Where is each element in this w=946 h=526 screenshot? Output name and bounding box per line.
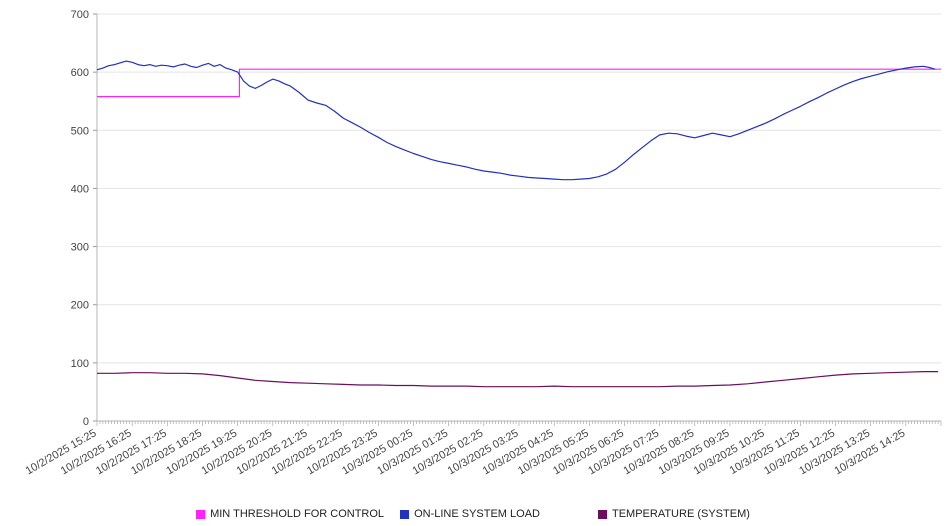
y-tick-label: 300 bbox=[71, 242, 89, 254]
legend-label-min-threshold: MIN THRESHOLD FOR CONTROL bbox=[210, 508, 385, 520]
y-tick-label: 400 bbox=[71, 183, 89, 195]
series-line-min-threshold-for-control bbox=[97, 68, 941, 98]
y-tick-label: 600 bbox=[71, 67, 89, 79]
legend-label-system-load: ON-LINE SYSTEM LOAD bbox=[414, 508, 540, 520]
legend-swatch-system-load bbox=[400, 509, 410, 519]
series-line-on-line-system-load bbox=[96, 60, 936, 181]
legend-label-temperature: TEMPERATURE (SYSTEM) bbox=[611, 508, 750, 520]
y-tick-label: 500 bbox=[71, 125, 89, 137]
chart-legend: MIN THRESHOLD FOR CONTROL ON-LINE SYSTEM… bbox=[0, 508, 946, 520]
y-tick-label: 0 bbox=[83, 416, 89, 428]
legend-item-temperature: TEMPERATURE (SYSTEM) bbox=[597, 508, 750, 520]
y-tick-label: 200 bbox=[71, 300, 89, 312]
legend-swatch-min-threshold bbox=[196, 509, 206, 519]
legend-item-system-load: ON-LINE SYSTEM LOAD bbox=[400, 508, 540, 520]
series-line-temperature-system- bbox=[97, 371, 939, 388]
legend-swatch-temperature bbox=[597, 509, 607, 519]
chart: 0 100 200 300 400 500 600 700 10/2/2025 15:25 10/… bbox=[24, 9, 942, 477]
legend-item-min-threshold: MIN THRESHOLD FOR CONTROL bbox=[196, 508, 384, 520]
y-tick-label: 100 bbox=[71, 358, 89, 370]
y-tick-label: 700 bbox=[71, 9, 89, 21]
